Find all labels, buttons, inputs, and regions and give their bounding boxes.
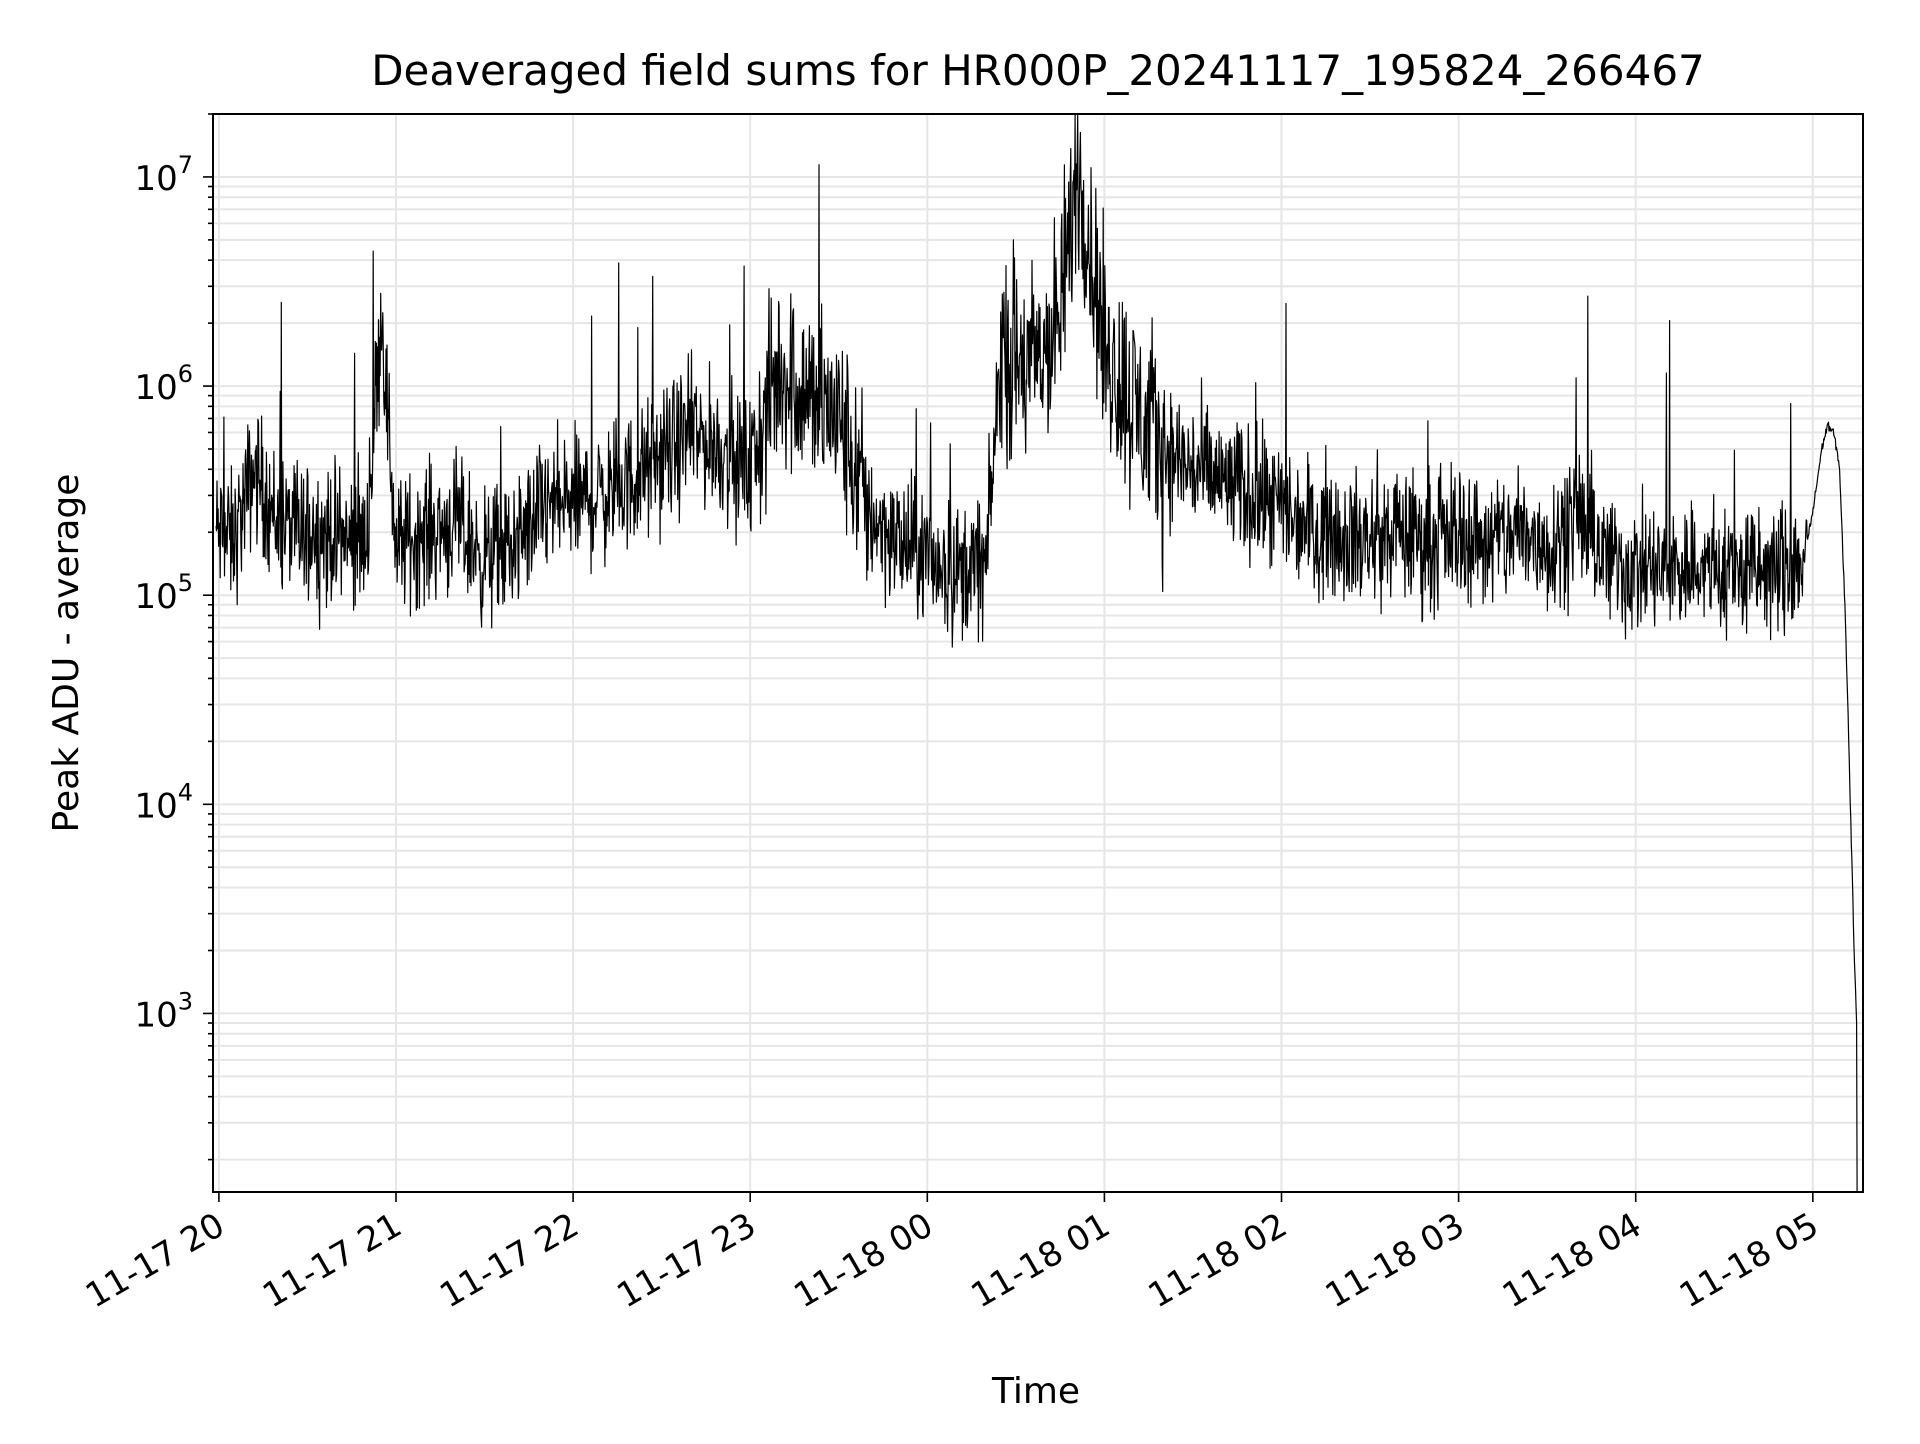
y-tick-exponent: 4 [178, 778, 193, 806]
series-line [215, 113, 1858, 1193]
y-tick-base: 10 [134, 368, 177, 408]
y-tick-exponent: 5 [178, 569, 193, 597]
y-tick-exponent: 6 [178, 360, 193, 388]
y-tick-label: 105 [134, 569, 193, 617]
y-tick-base: 10 [134, 995, 177, 1035]
y-tick-label: 104 [134, 778, 193, 826]
x-axis-label: Time [991, 1371, 1080, 1412]
y-tick-base: 10 [134, 577, 177, 617]
chart-title: Deaveraged field sums for HR000P_2024111… [371, 46, 1705, 95]
y-tick-label: 107 [134, 151, 193, 199]
y-tick-label: 103 [134, 987, 193, 1035]
y-tick-base: 10 [134, 786, 177, 826]
y-axis-label: Peak ADU - average [46, 474, 87, 833]
y-tick-base: 10 [134, 159, 177, 199]
y-tick-label: 106 [134, 360, 193, 408]
plot-frame [212, 113, 1864, 1193]
y-tick-exponent: 3 [178, 987, 193, 1015]
y-tick-exponent: 7 [178, 151, 193, 179]
